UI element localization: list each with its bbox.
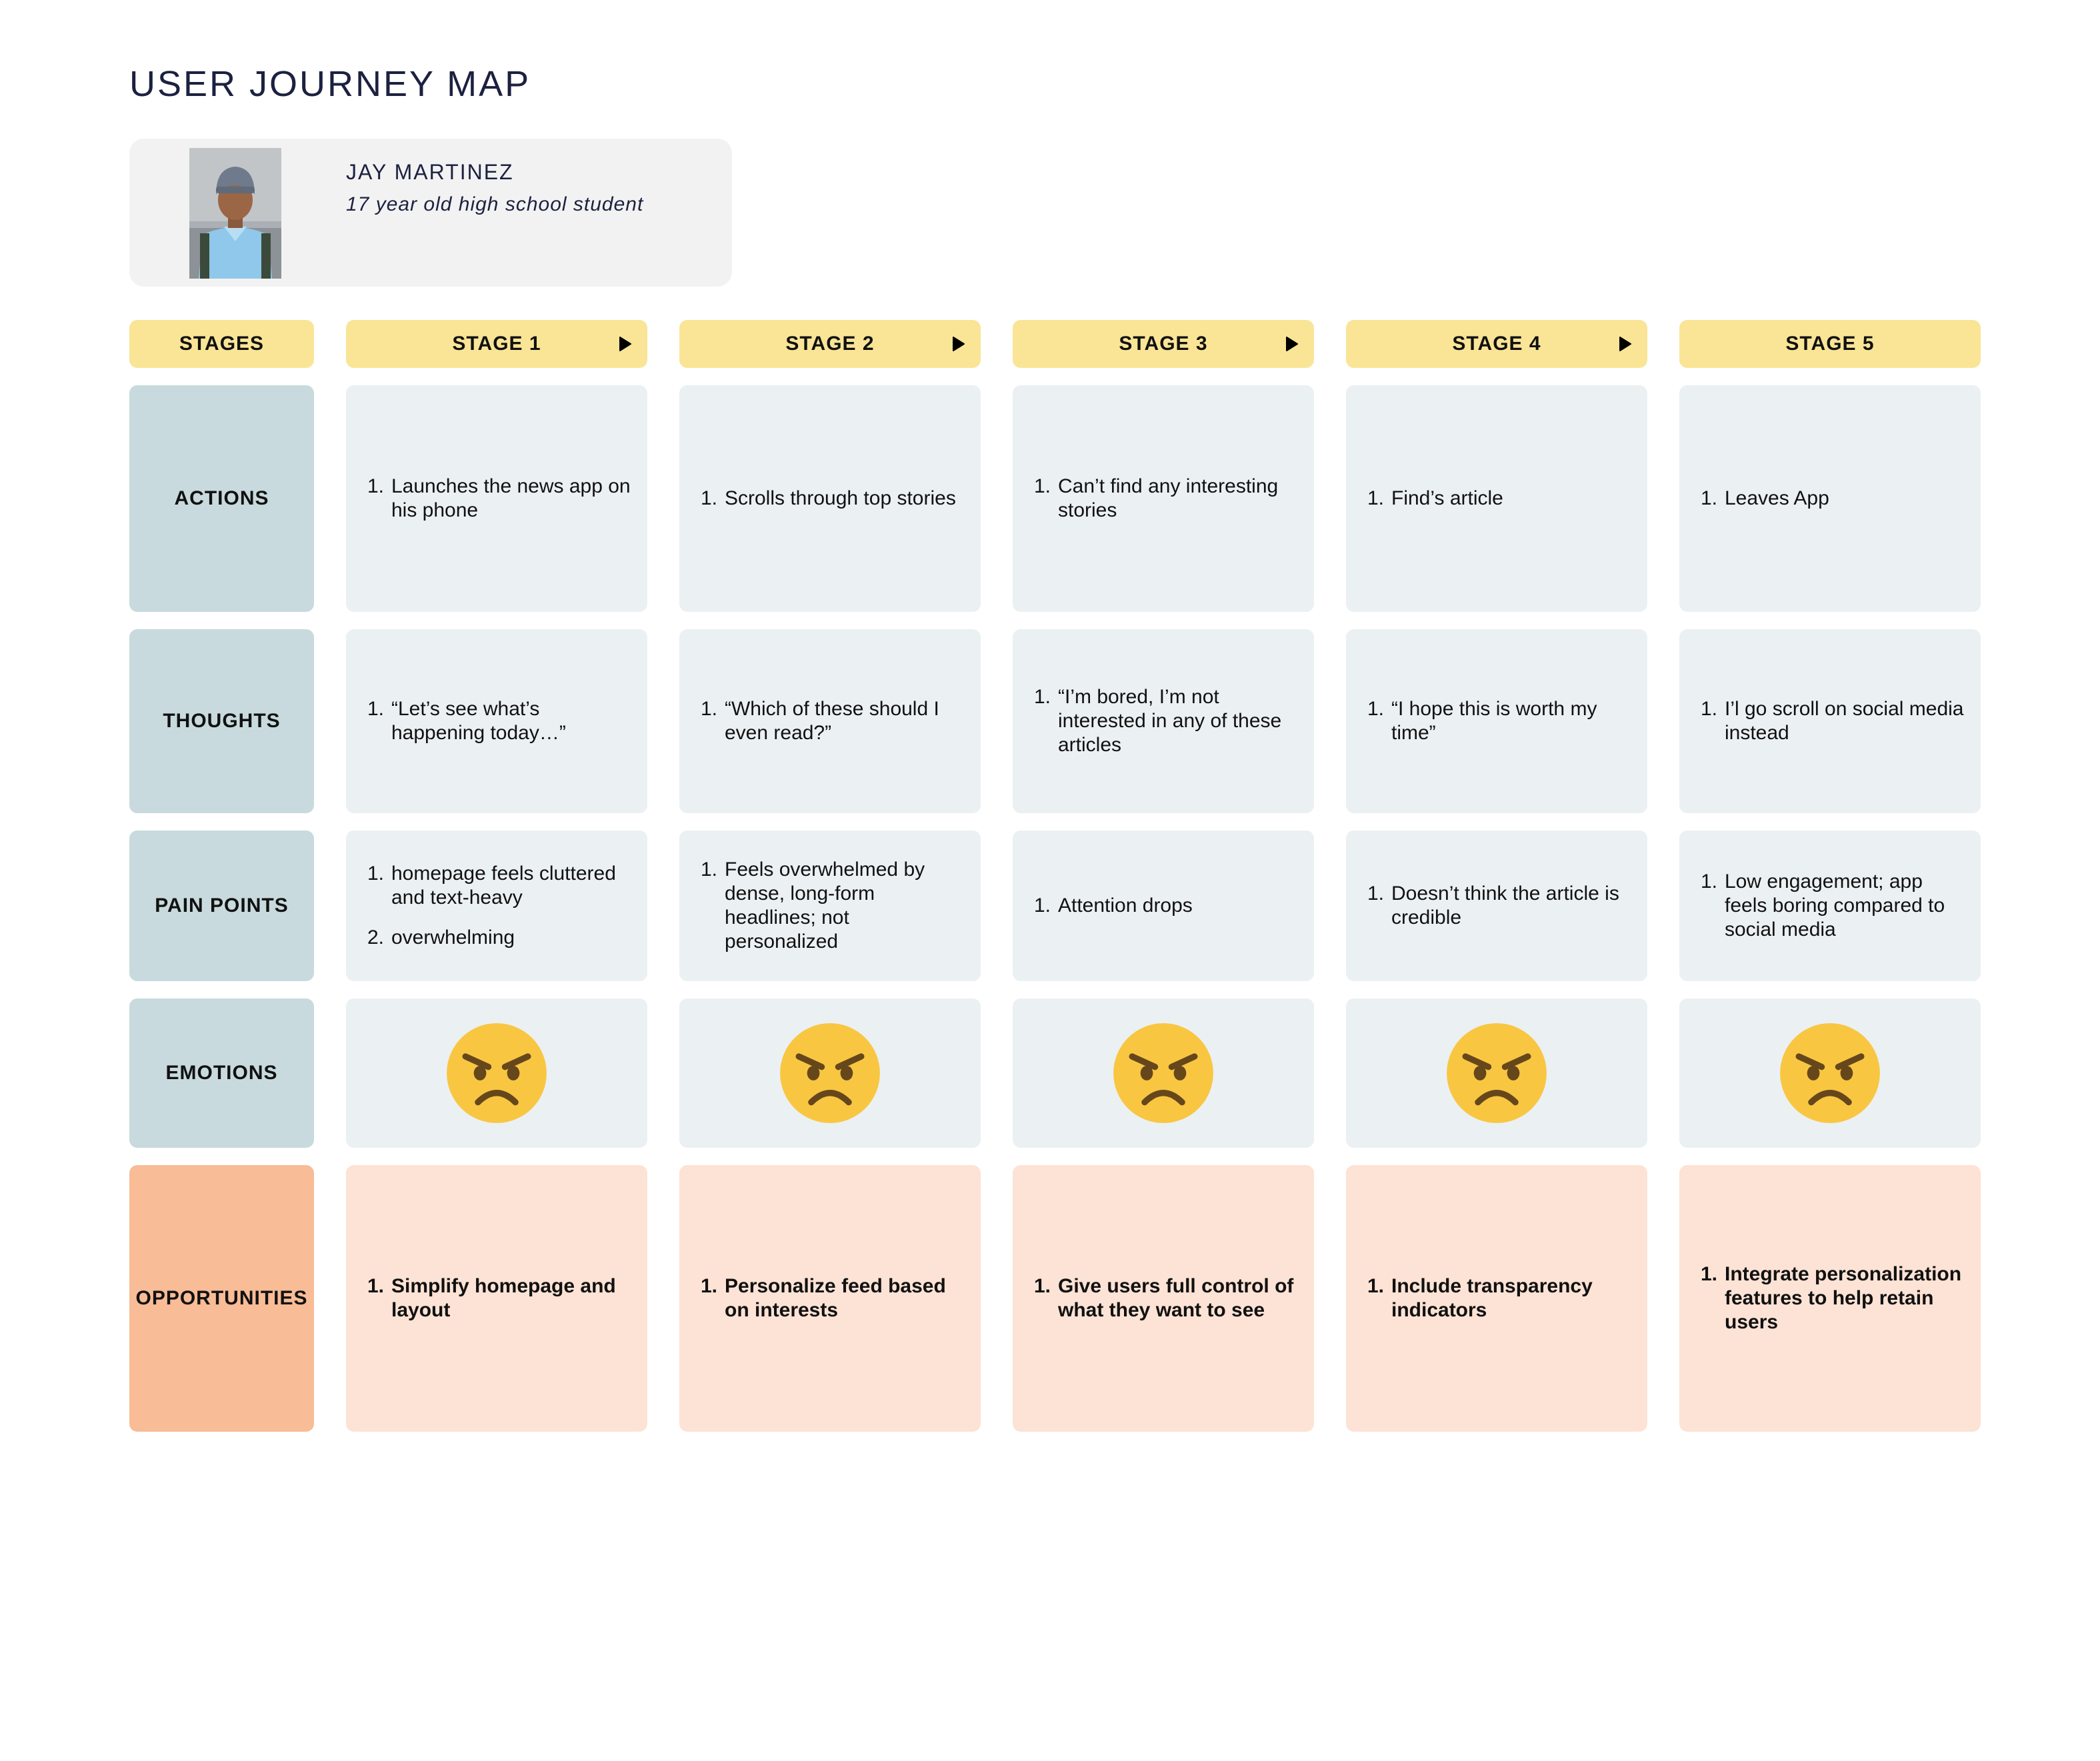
persona-description: 17 year old high school student xyxy=(346,193,644,215)
opportunities-cell-4: 1. Include transparency indicators xyxy=(1346,1165,1647,1432)
row-label-actions: ACTIONS xyxy=(129,385,314,612)
stage-header-3: STAGE 3 xyxy=(1013,320,1314,368)
thoughts-cell-5: 1. I’l go scroll on social media instead xyxy=(1679,629,1981,813)
stage-title: STAGE 5 xyxy=(1785,333,1875,355)
emotion-cell-2 xyxy=(679,998,981,1148)
stage-title: STAGE 2 xyxy=(785,333,875,355)
opportunities-cell-2: 1. Personalize feed based on interests xyxy=(679,1165,981,1432)
opportunities-cell-3: 1. Give users full control of what they w… xyxy=(1013,1165,1314,1432)
list-item: 1. Find’s article xyxy=(1367,487,1503,509)
opportunities-cell-5: 1. Integrate personalization features to … xyxy=(1679,1165,1981,1432)
list-item: 1. Leaves App xyxy=(1701,487,1829,509)
list-item: 1. Personalize feed based on interests xyxy=(701,1275,946,1321)
stages-label-text: STAGES xyxy=(179,333,265,355)
list-item: 1. Launches the news app on his phone xyxy=(367,475,631,521)
pain-points-cell-2: 1. Feels overwhelmed by dense, long-form … xyxy=(679,831,981,981)
play-arrow-icon xyxy=(1286,337,1298,351)
play-arrow-icon xyxy=(1619,337,1631,351)
list-item: 1. homepage feels cluttered and text-heav… xyxy=(367,863,616,908)
actions-cell-2: 1. Scrolls through top stories xyxy=(679,385,981,612)
stage-header-2: STAGE 2 xyxy=(679,320,981,368)
thoughts-cell-1: 1. “Let’s see what’s happening today…” xyxy=(346,629,647,813)
thoughts-cell-3: 1. “I’m bored, I’m not interested in any … xyxy=(1013,629,1314,813)
row-label-emotions: EMOTIONS xyxy=(129,998,314,1148)
thoughts-cell-4: 1. “I hope this is worth my time” xyxy=(1346,629,1647,813)
angry-face-icon xyxy=(447,1023,547,1123)
list-item: 1. “Let’s see what’s happening today…” xyxy=(367,698,566,744)
thoughts-cell-2: 1. “Which of these should I even read?” xyxy=(679,629,981,813)
play-arrow-icon xyxy=(953,337,965,351)
actions-cell-4: 1. Find’s article xyxy=(1346,385,1647,612)
list-item: 2. overwhelming xyxy=(367,926,515,948)
list-item: 1. Feels overwhelmed by dense, long-form … xyxy=(701,859,925,952)
emotion-cell-3 xyxy=(1013,998,1314,1148)
angry-face-icon xyxy=(1113,1023,1213,1123)
list-item: 1. Simplify homepage and layout xyxy=(367,1275,616,1321)
list-item: 1. Low engagement; app feels boring compa… xyxy=(1701,871,1945,940)
list-item: 1. Can’t find any interesting stories xyxy=(1034,475,1279,521)
list-item: 1. Scrolls through top stories xyxy=(701,487,956,509)
persona-name: JAY MARTINEZ xyxy=(346,160,514,184)
list-item: 1. “Which of these should I even read?” xyxy=(701,698,939,744)
actions-cell-1: 1. Launches the news app on his phone xyxy=(346,385,647,612)
stage-header-1: STAGE 1 xyxy=(346,320,647,368)
journey-grid: STAGES STAGE 1 STAGE 2 STAGE 3 STAGE 4 S… xyxy=(129,320,1983,1432)
page-title: USER JOURNEY MAP xyxy=(129,64,531,104)
angry-face-icon xyxy=(1447,1023,1547,1123)
stage-title: STAGE 4 xyxy=(1452,333,1541,355)
avatar xyxy=(189,148,281,279)
stage-header-5: STAGE 5 xyxy=(1679,320,1981,368)
emotion-cell-4 xyxy=(1346,998,1647,1148)
angry-face-icon xyxy=(1780,1023,1880,1123)
stage-title: STAGE 1 xyxy=(452,333,541,355)
angry-face-icon xyxy=(780,1023,880,1123)
list-item: 1. “I hope this is worth my time” xyxy=(1367,698,1597,744)
stage-header-4: STAGE 4 xyxy=(1346,320,1647,368)
emotion-cell-5 xyxy=(1679,998,1981,1148)
list-item: 1. Attention drops xyxy=(1034,894,1193,916)
list-item: 1. “I’m bored, I’m not interested in any … xyxy=(1034,686,1282,756)
pain-points-cell-4: 1. Doesn’t think the article is credible xyxy=(1346,831,1647,981)
row-label-thoughts: THOUGHTS xyxy=(129,629,314,813)
pain-points-cell-5: 1. Low engagement; app feels boring compa… xyxy=(1679,831,1981,981)
stages-label: STAGES xyxy=(129,320,314,368)
list-item: 1. Doesn’t think the article is credible xyxy=(1367,882,1619,928)
list-item: 1. Give users full control of what they w… xyxy=(1034,1275,1294,1321)
actions-cell-3: 1. Can’t find any interesting stories xyxy=(1013,385,1314,612)
play-arrow-icon xyxy=(619,337,631,351)
pain-points-cell-1: 1. homepage feels cluttered and text-heav… xyxy=(346,831,647,981)
list-item: 1. Integrate personalization features to … xyxy=(1701,1263,1962,1333)
stage-title: STAGE 3 xyxy=(1119,333,1208,355)
opportunities-cell-1: 1. Simplify homepage and layout xyxy=(346,1165,647,1432)
emotion-cell-1 xyxy=(346,998,647,1148)
persona-card: JAY MARTINEZ 17 year old high school stu… xyxy=(129,139,732,287)
actions-cell-5: 1. Leaves App xyxy=(1679,385,1981,612)
row-label-opportunities: OPPORTUNITIES xyxy=(129,1165,314,1432)
list-item: 1. Include transparency indicators xyxy=(1367,1275,1593,1321)
pain-points-cell-3: 1. Attention drops xyxy=(1013,831,1314,981)
list-item: 1. I’l go scroll on social media instead xyxy=(1701,698,1964,744)
row-label-pain-points: PAIN POINTS xyxy=(129,831,314,981)
